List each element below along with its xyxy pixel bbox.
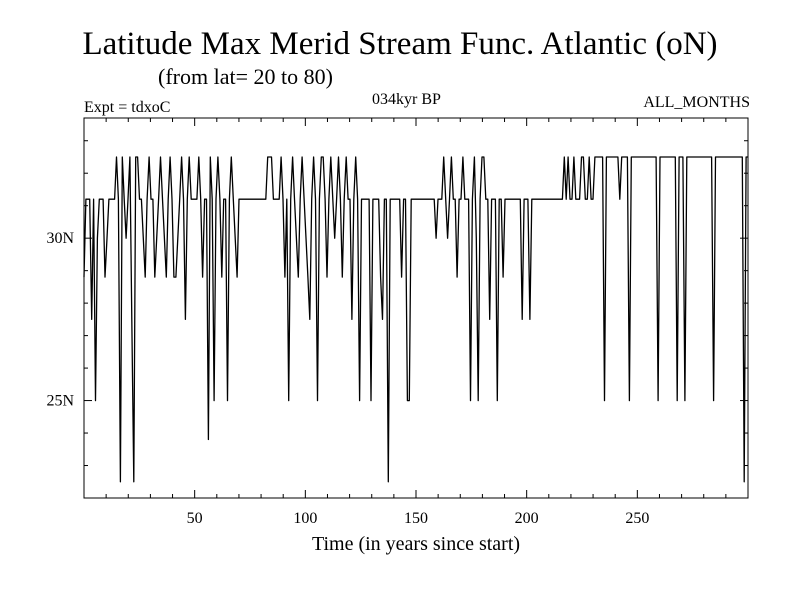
plot-frame: [83, 117, 749, 499]
x-tick-label: 200: [515, 510, 539, 527]
chart-subtitle: (from lat= 20 to 80): [158, 64, 333, 89]
axis-tick-labels: 50 100 150 200 250 25N 30N: [46, 230, 649, 527]
axis-ticks: [84, 118, 748, 499]
x-tick-label: 250: [625, 510, 649, 527]
x-tick-label: 50: [187, 510, 203, 527]
season-label: ALL_MONTHS: [643, 94, 750, 111]
x-axis-label: Time (in years since start): [311, 533, 521, 555]
experiment-label: Expt = tdxoC: [84, 99, 171, 116]
period-label: 034kyr BP: [372, 91, 441, 108]
series-line-0: [83, 156, 748, 483]
chart-title: Latitude Max Merid Stream Func. Atlantic…: [82, 26, 718, 62]
series-group: [83, 156, 748, 483]
y-tick-label: 25N: [46, 393, 74, 410]
x-tick-label: 100: [293, 510, 317, 527]
y-tick-label: 30N: [46, 230, 74, 247]
x-tick-label: 150: [404, 510, 428, 527]
